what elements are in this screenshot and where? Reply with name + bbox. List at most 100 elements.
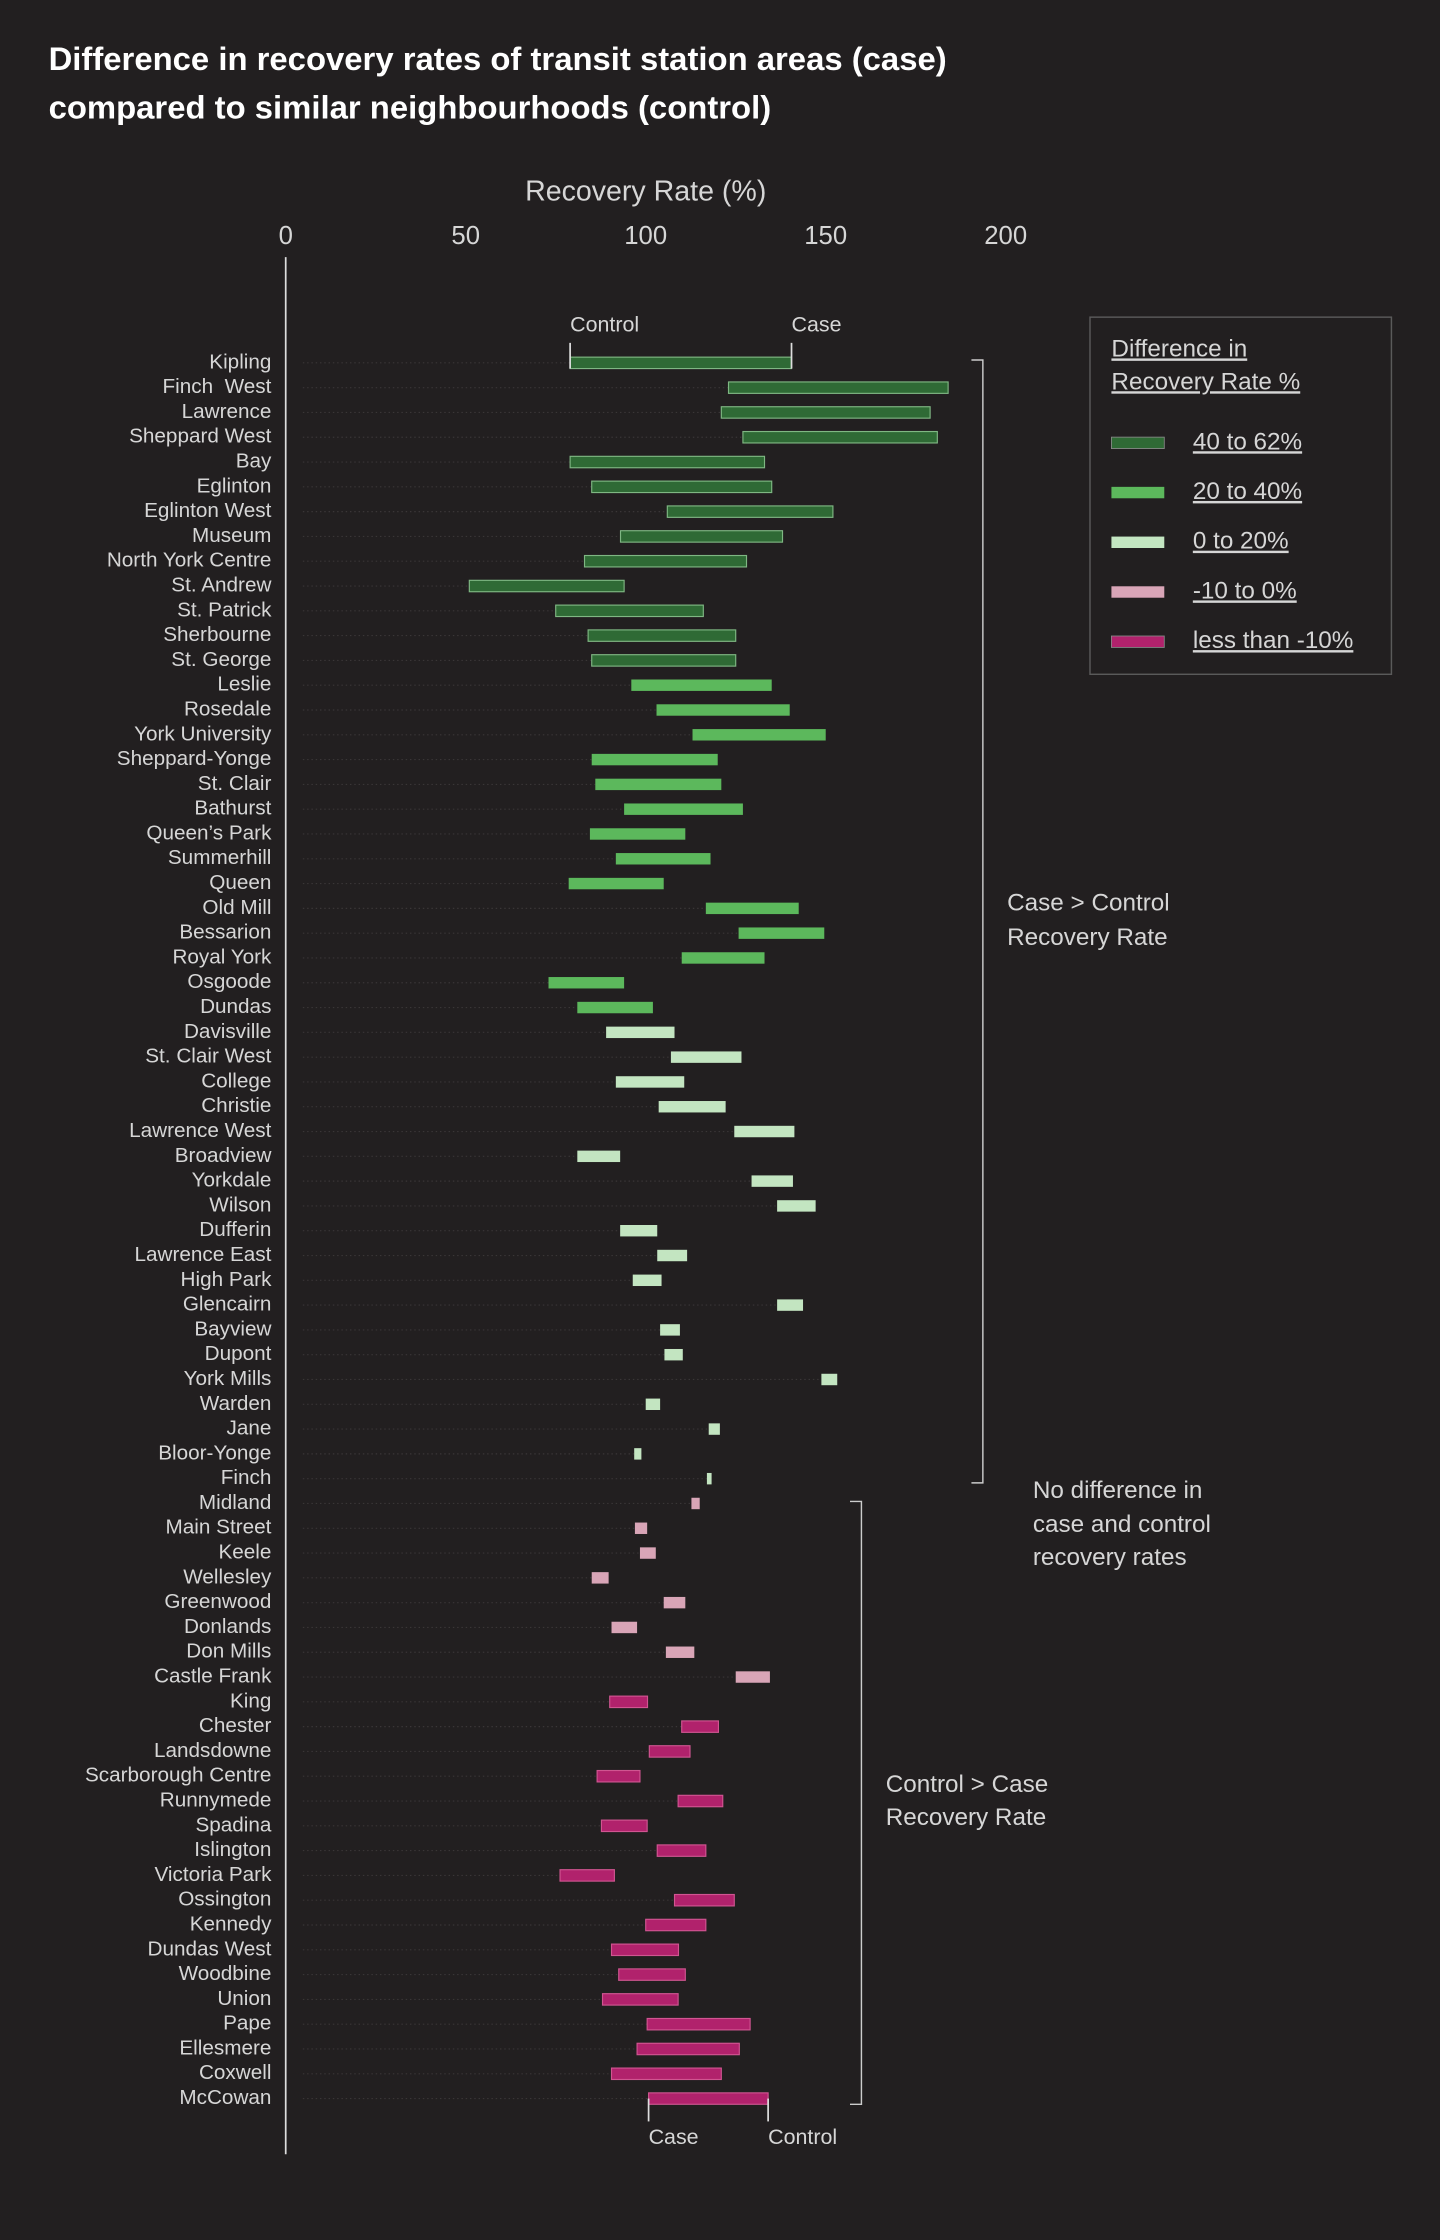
range-bar (559, 1869, 615, 1882)
station-label: Finch (221, 1466, 272, 1489)
bracket (850, 1500, 863, 2105)
range-bar (619, 530, 784, 543)
station-label: Broadview (175, 1144, 272, 1167)
range-bar (673, 1893, 735, 1907)
annotation: Recovery Rate (886, 1804, 1047, 1831)
range-bar (600, 1819, 648, 1833)
range-bar (601, 1993, 679, 2006)
legend-swatch (1111, 436, 1165, 450)
legend-swatch (1111, 635, 1165, 648)
station-label: Bloor-Yonge (158, 1441, 271, 1464)
station-label: Donlands (184, 1615, 271, 1638)
legend-title: Recovery Rate % (1111, 368, 1300, 395)
annotation: Case (649, 2125, 699, 2149)
range-bar (583, 554, 748, 568)
station-label: Don Mills (186, 1640, 271, 1663)
range-bar (548, 977, 625, 989)
station-label: McCowan (179, 2086, 271, 2109)
station-label: St. George (171, 648, 271, 671)
range-bar (577, 1001, 653, 1014)
station-label: Dundas (200, 995, 271, 1018)
range-bar (468, 579, 625, 593)
range-bar (656, 704, 790, 716)
station-label: Bathurst (194, 797, 271, 820)
range-bar (708, 1423, 720, 1435)
range-bar (720, 406, 931, 419)
station-label: Davisville (184, 1020, 271, 1043)
station-label: Dupont (205, 1342, 272, 1365)
x-axis-title: Recovery Rate (%) (525, 175, 766, 207)
station-label: Coxwell (199, 2061, 271, 2084)
range-bar (610, 2067, 722, 2081)
annotation: Case (792, 312, 842, 336)
station-label: Eglinton West (144, 499, 272, 522)
range-bar (677, 1794, 724, 1808)
station-label: Ellesmere (179, 2036, 271, 2059)
station-label: Spadina (195, 1813, 271, 1836)
station-label: Greenwood (164, 1590, 271, 1613)
range-bar (657, 1249, 688, 1262)
legend-swatch (1111, 486, 1165, 499)
annotation: No difference in (1033, 1477, 1203, 1504)
range-bar (658, 1101, 726, 1113)
x-tick-label: 50 (451, 222, 480, 250)
range-bar (663, 1596, 686, 1609)
range-bar (670, 1051, 742, 1063)
range-bar (577, 1150, 621, 1163)
range-bar (648, 2092, 769, 2105)
range-bar (606, 1026, 675, 1039)
station-label: Rosedale (184, 697, 271, 720)
range-bar (591, 753, 718, 766)
station-label: Woodbine (179, 1962, 272, 1985)
station-label: North York Centre (107, 549, 272, 572)
range-bar (646, 2017, 751, 2031)
range-bar (681, 1720, 720, 1733)
station-label: Lawrence West (129, 1119, 272, 1142)
station-label: Jane (227, 1417, 272, 1440)
range-bar (777, 1299, 804, 1311)
range-bar (656, 1844, 707, 1857)
annotation: Control (768, 2125, 837, 2149)
range-bar (734, 1125, 795, 1138)
station-label: Christie (201, 1094, 271, 1117)
legend-swatch (1111, 586, 1165, 598)
station-label: Queen (209, 871, 271, 894)
station-label: Old Mill (202, 896, 271, 919)
station-label: Pape (223, 2012, 271, 2035)
range-bar (645, 1398, 661, 1410)
range-bar (666, 505, 834, 518)
annotation: case and control (1033, 1511, 1211, 1538)
annotation: Recovery Rate (1007, 924, 1167, 951)
station-label: Ossington (178, 1888, 271, 1911)
range-bar (706, 1472, 712, 1485)
x-tick-label: 200 (984, 222, 1027, 250)
station-label: Dundas West (148, 1937, 272, 1960)
range-bar (777, 1200, 816, 1212)
range-bar (691, 1497, 700, 1510)
station-label: Museum (192, 524, 271, 547)
range-bar (738, 927, 825, 939)
range-bar (648, 1745, 691, 1758)
station-label: Midland (199, 1491, 272, 1514)
range-bar (821, 1373, 838, 1386)
station-label: Yorkdale (192, 1169, 272, 1192)
legend-label: -10 to 0% (1193, 577, 1297, 604)
legend-label: 0 to 20% (1193, 528, 1289, 555)
station-label: Sherbourne (163, 623, 271, 646)
range-bar (681, 952, 765, 964)
station-label: Wilson (209, 1193, 271, 1216)
range-bar (620, 1225, 658, 1237)
station-label: Castle Frank (154, 1665, 272, 1688)
bracket (971, 359, 984, 1484)
station-label: St. Andrew (171, 573, 271, 596)
range-bar (634, 1448, 642, 1460)
legend-box (1089, 316, 1393, 675)
range-bar (665, 1646, 695, 1658)
range-bar (692, 729, 826, 741)
range-bar (631, 679, 772, 691)
range-bar (591, 1572, 609, 1584)
range-bar (609, 1695, 649, 1709)
station-label: Queen’s Park (146, 821, 272, 844)
